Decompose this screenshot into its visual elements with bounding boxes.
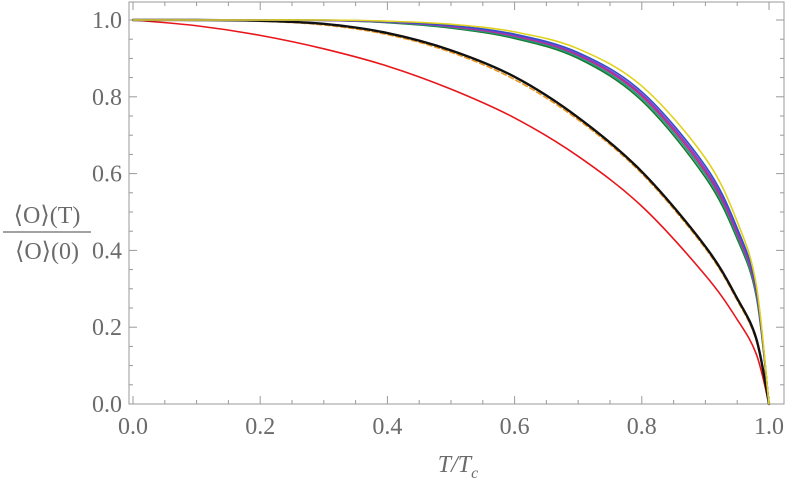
series-line-magenta bbox=[132, 19, 770, 405]
axes: 0.0 0.2 0.4 0.6 0.8 1.0 0.0 0.2 0.4 0.6 0.8 1.0 bbox=[92, 1, 785, 440]
y-axis-label: ⟨O⟩(T) ⟨O⟩(0) bbox=[3, 203, 91, 265]
series-line-yellow bbox=[132, 19, 770, 405]
plot-frame bbox=[128, 1, 785, 405]
series-line-green bbox=[132, 19, 770, 405]
series-line-purple bbox=[132, 19, 770, 405]
y-axis-label-denominator: ⟨O⟩(0) bbox=[15, 239, 79, 265]
series-line-teal bbox=[132, 19, 770, 405]
y-axis-label-numerator: ⟨O⟩(T) bbox=[14, 203, 81, 229]
y-tick-label: 0.4 bbox=[92, 238, 122, 264]
labels: T/Tc ⟨O⟩(T) ⟨O⟩(0) bbox=[3, 203, 478, 478]
x-axis-label-subscript: c bbox=[471, 465, 478, 478]
x-tick-label: 0.6 bbox=[500, 414, 530, 440]
x-tick-label: 0.8 bbox=[627, 414, 657, 440]
y-tick-label: 0.2 bbox=[92, 315, 122, 341]
x-tick-label: 0.4 bbox=[372, 414, 402, 440]
x-tick-label: 1.0 bbox=[754, 414, 784, 440]
x-axis-label: T/Tc bbox=[438, 452, 478, 478]
series-line-orange-dashed bbox=[132, 19, 770, 405]
y-tick-label: 0.0 bbox=[92, 392, 122, 418]
x-tick-label: 0.2 bbox=[245, 414, 275, 440]
x-tick-label: 0.0 bbox=[118, 414, 148, 440]
series-line-black bbox=[131, 18, 771, 406]
series-line-red bbox=[132, 19, 770, 405]
y-tick-label: 1.0 bbox=[92, 8, 122, 34]
series-line-blue bbox=[132, 19, 770, 405]
y-tick-label: 0.6 bbox=[92, 162, 122, 188]
y-tick-label: 0.8 bbox=[92, 85, 122, 111]
series-group bbox=[131, 18, 771, 406]
